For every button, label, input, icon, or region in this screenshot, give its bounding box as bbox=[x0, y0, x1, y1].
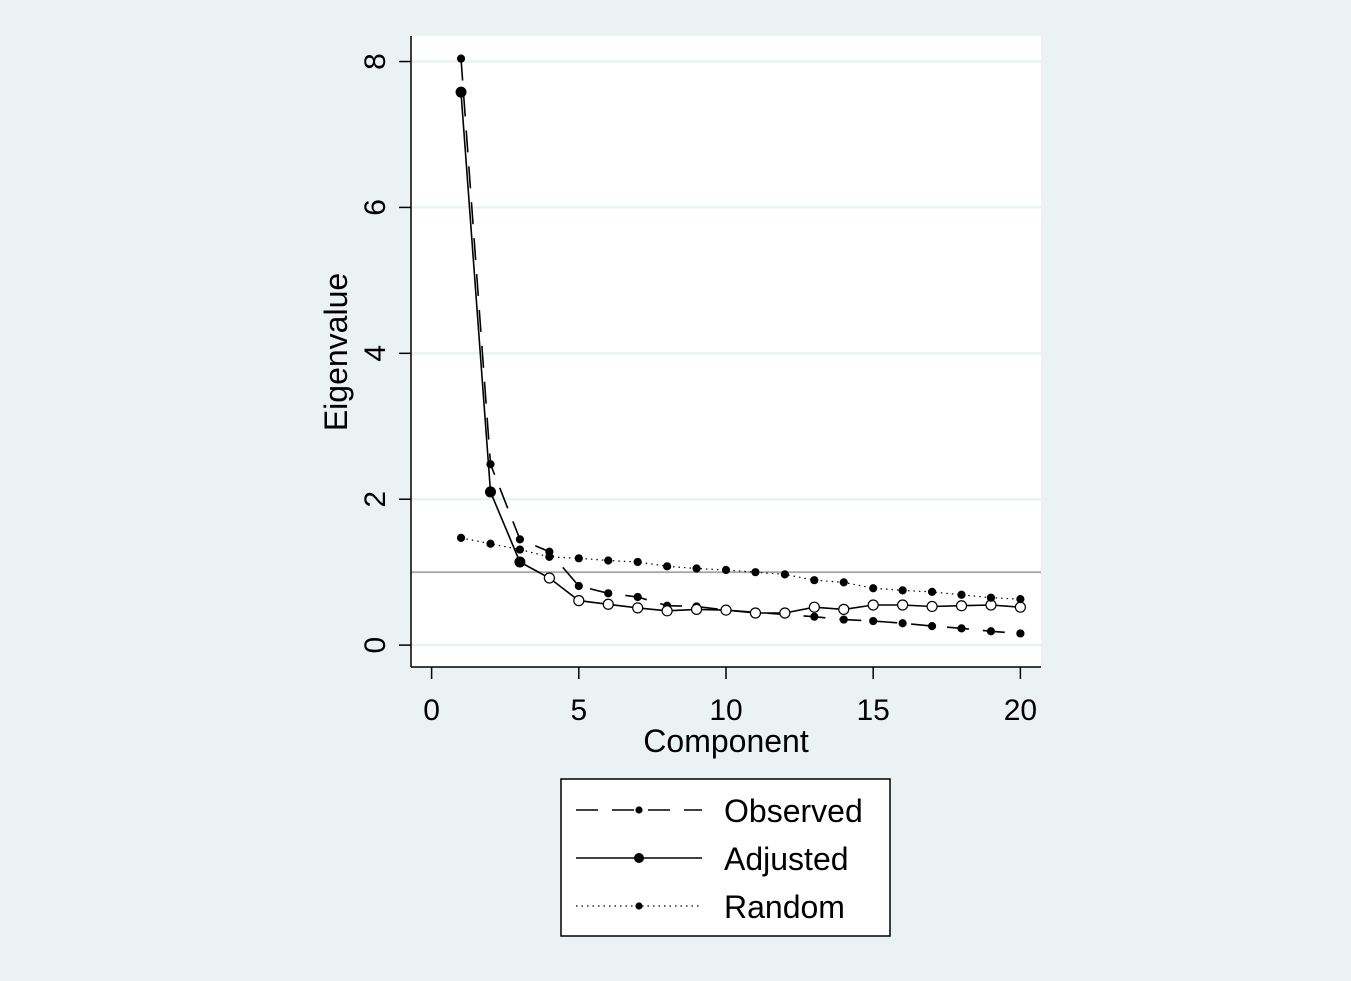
point-random bbox=[633, 557, 642, 567]
legend-key-marker-random bbox=[635, 902, 643, 910]
point-observed bbox=[810, 612, 819, 621]
point-adjusted bbox=[867, 599, 879, 611]
y-tick-label: 4 bbox=[359, 345, 392, 362]
x-tick-label: 15 bbox=[857, 694, 890, 727]
point-random bbox=[957, 590, 966, 599]
legend-key-marker-adjusted bbox=[634, 853, 644, 863]
point-random bbox=[545, 552, 554, 561]
point-observed bbox=[957, 624, 966, 633]
point-random bbox=[604, 556, 613, 565]
point-adjusted bbox=[661, 605, 673, 617]
point-observed bbox=[486, 460, 495, 469]
point-adjusted bbox=[602, 598, 614, 610]
point-adjusted bbox=[1014, 601, 1026, 613]
legend-label-observed: Observed bbox=[724, 793, 863, 829]
gridlines bbox=[411, 60, 1041, 647]
point-observed bbox=[927, 622, 937, 631]
point-random bbox=[515, 545, 525, 554]
point-random bbox=[869, 584, 878, 593]
point-random bbox=[810, 576, 819, 585]
x-axis-label: Component bbox=[643, 723, 809, 759]
point-adjusted bbox=[514, 556, 526, 568]
legend-label-adjusted: Adjusted bbox=[724, 841, 849, 877]
point-random bbox=[986, 593, 996, 602]
legend: Observed Adjusted Random bbox=[560, 778, 891, 937]
x-tick-label: 0 bbox=[423, 694, 440, 727]
point-random bbox=[927, 587, 937, 596]
series-markers bbox=[455, 54, 1026, 638]
point-adjusted bbox=[573, 595, 585, 607]
point-adjusted bbox=[484, 486, 496, 498]
point-random bbox=[456, 533, 466, 542]
legend-label-random: Random bbox=[724, 889, 845, 925]
point-adjusted bbox=[543, 572, 555, 584]
x-tick-label: 5 bbox=[570, 694, 587, 727]
point-random bbox=[780, 570, 789, 579]
y-axis-label: Eigenvalue bbox=[318, 273, 354, 431]
point-random bbox=[692, 564, 701, 573]
point-observed bbox=[604, 589, 613, 598]
point-adjusted bbox=[779, 607, 791, 619]
point-observed bbox=[515, 535, 525, 544]
point-observed bbox=[898, 619, 907, 628]
point-adjusted bbox=[808, 601, 820, 613]
point-adjusted bbox=[838, 603, 850, 615]
point-adjusted bbox=[455, 86, 467, 98]
y-tick-label: 8 bbox=[359, 53, 392, 70]
point-observed bbox=[574, 581, 583, 591]
point-observed bbox=[1016, 629, 1025, 638]
x-tick-label: 20 bbox=[1004, 694, 1037, 727]
point-random bbox=[663, 562, 672, 571]
point-adjusted bbox=[749, 607, 762, 619]
point-observed bbox=[839, 615, 848, 624]
point-adjusted bbox=[690, 603, 703, 615]
point-random bbox=[839, 578, 848, 587]
y-tick-label: 0 bbox=[359, 637, 392, 654]
point-observed bbox=[869, 616, 878, 626]
y-tick-label: 6 bbox=[359, 199, 392, 216]
point-observed bbox=[986, 627, 996, 636]
point-adjusted bbox=[955, 600, 968, 612]
y-tick-label: 2 bbox=[359, 491, 392, 508]
point-adjusted bbox=[926, 600, 938, 613]
point-observed bbox=[633, 592, 642, 602]
point-adjusted bbox=[897, 599, 909, 611]
legend-key-marker-observed bbox=[635, 806, 643, 814]
point-adjusted bbox=[632, 602, 644, 614]
point-random bbox=[721, 565, 731, 575]
point-adjusted bbox=[720, 604, 732, 616]
x-tick-label: 10 bbox=[709, 694, 742, 727]
axes: 0 2 4 6 8 0 5 10 15 20 bbox=[359, 36, 1041, 727]
point-random bbox=[898, 586, 907, 595]
point-random bbox=[574, 554, 583, 563]
point-random bbox=[751, 568, 760, 577]
point-random bbox=[1016, 595, 1025, 604]
legend-keys bbox=[576, 806, 702, 910]
point-observed bbox=[456, 54, 466, 63]
point-random bbox=[486, 539, 495, 548]
